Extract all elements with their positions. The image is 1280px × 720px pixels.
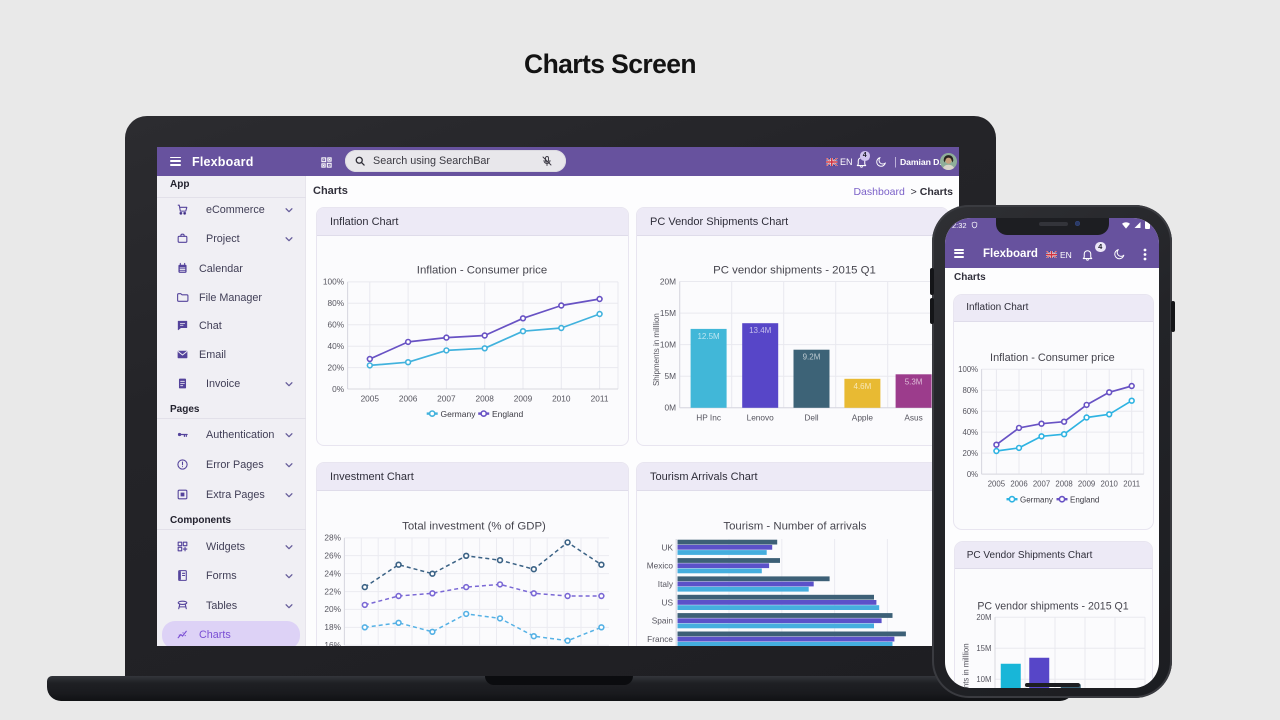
- svg-text:England: England: [1070, 495, 1099, 504]
- svg-text:2009: 2009: [514, 394, 533, 404]
- svg-text:10M: 10M: [976, 675, 991, 684]
- svg-text:2008: 2008: [1056, 479, 1073, 488]
- svg-text:20M: 20M: [976, 613, 991, 622]
- svg-text:Lenovo: Lenovo: [747, 412, 775, 422]
- svg-text:2007: 2007: [1033, 479, 1050, 488]
- svg-text:2009: 2009: [1078, 479, 1095, 488]
- svg-text:2010: 2010: [552, 394, 571, 404]
- svg-text:5M: 5M: [664, 371, 676, 381]
- svg-text:Tourism - Number of arrivals: Tourism - Number of arrivals: [723, 520, 866, 532]
- svg-text:10M: 10M: [660, 339, 676, 349]
- svg-text:60%: 60%: [963, 407, 979, 416]
- svg-text:Germany: Germany: [1020, 495, 1053, 504]
- svg-text:Inflation - Consumer price: Inflation - Consumer price: [990, 352, 1115, 364]
- svg-text:12.5M: 12.5M: [697, 332, 720, 341]
- svg-text:18%: 18%: [324, 622, 341, 632]
- svg-text:24%: 24%: [324, 568, 341, 578]
- svg-text:UK: UK: [661, 542, 673, 552]
- svg-text:Italy: Italy: [658, 579, 674, 589]
- svg-text:Asus: Asus: [904, 412, 922, 422]
- svg-text:9.2M: 9.2M: [803, 353, 821, 362]
- svg-text:15M: 15M: [660, 308, 676, 318]
- svg-text:20%: 20%: [327, 362, 344, 372]
- svg-text:26%: 26%: [324, 550, 341, 560]
- svg-text:Apple: Apple: [852, 412, 874, 422]
- svg-text:2011: 2011: [591, 394, 609, 404]
- svg-text:15M: 15M: [976, 644, 991, 653]
- svg-text:4.6M: 4.6M: [854, 382, 872, 391]
- svg-text:Total investment (% of GDP): Total investment (% of GDP): [402, 520, 546, 532]
- svg-text:Spain: Spain: [652, 616, 674, 626]
- svg-text:22%: 22%: [324, 586, 341, 596]
- svg-text:0M: 0M: [664, 403, 676, 413]
- svg-text:Shipments in milllion: Shipments in milllion: [652, 313, 661, 386]
- svg-text:0%: 0%: [332, 384, 345, 394]
- svg-text:England: England: [492, 409, 523, 419]
- svg-text:20%: 20%: [963, 448, 979, 457]
- svg-text:2005: 2005: [361, 394, 380, 404]
- svg-text:80%: 80%: [963, 386, 979, 395]
- svg-text:40%: 40%: [327, 341, 344, 351]
- svg-text:2008: 2008: [475, 394, 494, 404]
- svg-text:20%: 20%: [324, 604, 341, 614]
- svg-text:16%: 16%: [324, 640, 341, 646]
- svg-text:PC vendor shipments - 2015 Q1: PC vendor shipments - 2015 Q1: [977, 601, 1128, 613]
- svg-text:100%: 100%: [323, 277, 345, 287]
- svg-text:Shipments in milllion: Shipments in milllion: [961, 644, 970, 688]
- svg-text:5.3M: 5.3M: [905, 377, 923, 386]
- svg-text:Inflation - Consumer price: Inflation - Consumer price: [417, 264, 547, 276]
- svg-text:US: US: [661, 597, 673, 607]
- svg-text:Mexico: Mexico: [647, 561, 674, 571]
- svg-text:2007: 2007: [437, 394, 456, 404]
- svg-text:2011: 2011: [1123, 479, 1140, 488]
- svg-text:2010: 2010: [1101, 479, 1119, 488]
- svg-text:80%: 80%: [327, 298, 344, 308]
- svg-text:France: France: [647, 634, 673, 644]
- svg-text:2006: 2006: [1011, 479, 1028, 488]
- svg-text:Germany: Germany: [441, 409, 477, 419]
- svg-text:0%: 0%: [967, 469, 978, 478]
- svg-text:28%: 28%: [324, 533, 341, 543]
- svg-text:PC vendor shipments - 2015 Q1: PC vendor shipments - 2015 Q1: [713, 264, 876, 276]
- svg-text:60%: 60%: [327, 320, 344, 330]
- svg-text:20M: 20M: [660, 276, 676, 286]
- svg-text:2005: 2005: [988, 479, 1006, 488]
- svg-text:40%: 40%: [963, 427, 979, 436]
- svg-text:HP Inc: HP Inc: [696, 412, 721, 422]
- svg-text:100%: 100%: [958, 365, 978, 374]
- svg-text:13.4M: 13.4M: [749, 326, 772, 335]
- svg-text:Dell: Dell: [804, 412, 818, 422]
- svg-text:2006: 2006: [399, 394, 418, 404]
